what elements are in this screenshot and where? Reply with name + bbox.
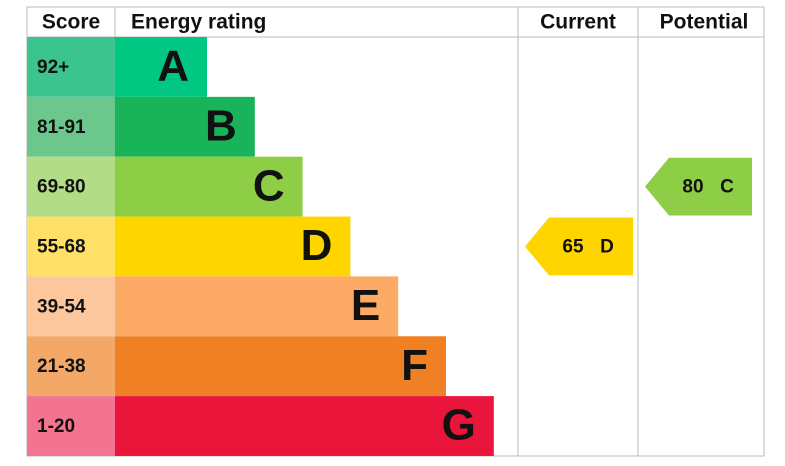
header: Score [42,11,100,34]
score-cell [27,216,115,277]
band-letter: E [351,281,380,330]
score-label: 92+ [37,57,69,78]
current-arrow [525,217,633,276]
header: Current [540,11,616,34]
band-letter: B [205,101,237,150]
band-bar [115,396,494,456]
band-bar [115,276,399,337]
score-cell [27,336,115,397]
band-letter: G [442,401,476,450]
band-bar [115,336,446,397]
current-value: 65 [562,236,584,257]
band-letter: F [401,341,428,390]
score-label: 21-38 [37,356,86,377]
current-letter: D [600,236,614,257]
score-label: 39-54 [37,296,86,317]
score-label: 69-80 [37,177,86,198]
score-label: 1-20 [37,416,75,437]
score-cell [27,96,115,157]
score-label: 81-91 [37,117,86,138]
potential-letter: C [720,177,734,198]
band-letter: C [253,161,285,210]
band-bar [115,156,303,217]
band-bar [115,37,207,97]
score-label: 55-68 [37,236,86,257]
score-cell [27,396,115,456]
score-cell [27,276,115,337]
score-cell [27,156,115,217]
band-bar [115,216,351,277]
band-bar [115,96,255,157]
potential-arrow [645,157,752,216]
header: Energy rating [131,11,266,34]
potential-value: 80 [682,177,703,198]
header: Potential [660,11,749,34]
band-letter: A [157,42,189,91]
score-cell [27,37,115,97]
band-letter: D [301,221,333,270]
